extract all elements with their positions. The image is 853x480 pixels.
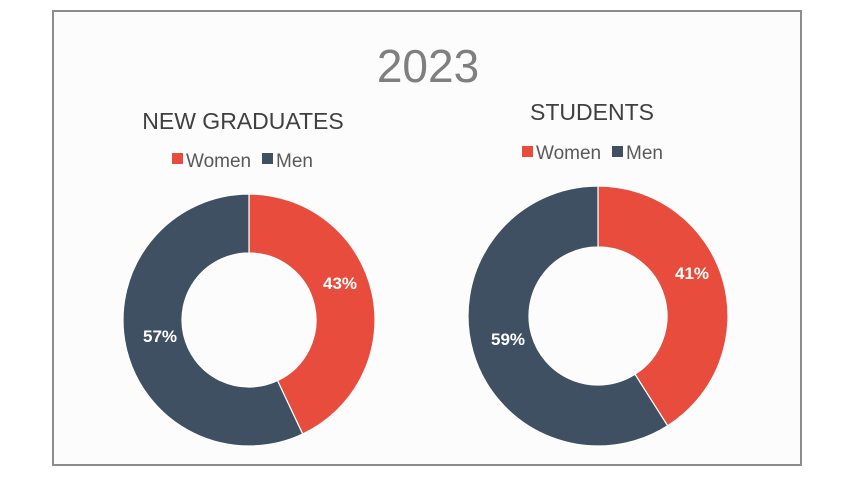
donut-slice-women <box>597 185 729 427</box>
data-label-women: 43% <box>323 274 357 293</box>
legend-label-women: Women <box>536 143 601 164</box>
data-label-men: 57% <box>143 327 177 346</box>
chart-new-graduates: NEW GRADUATES Women Men 43% 57% <box>122 108 376 447</box>
legend-swatch-women <box>172 153 183 164</box>
chart-students: STUDENTS Women Men 41% 59% <box>467 99 729 447</box>
data-label-men: 59% <box>491 330 525 349</box>
legend: Women Men <box>172 151 313 172</box>
legend-swatch-men <box>262 153 273 164</box>
donut-slice-men <box>122 193 304 447</box>
donut-slice-men <box>467 185 669 447</box>
chart-title: STUDENTS <box>530 99 654 125</box>
legend: Women Men <box>522 143 663 164</box>
legend-label-men: Men <box>626 143 663 164</box>
donut-students: 41% 59% <box>467 185 729 447</box>
legend-label-women: Women <box>186 151 251 172</box>
legend-label-men: Men <box>276 151 313 172</box>
legend-swatch-men <box>612 146 623 157</box>
main-title: 2023 <box>377 40 479 92</box>
data-label-women: 41% <box>675 264 709 283</box>
donut-slice-women <box>248 193 376 435</box>
chart-title: NEW GRADUATES <box>142 108 343 134</box>
legend-swatch-women <box>522 146 533 157</box>
donut-new-graduates: 43% 57% <box>122 193 376 447</box>
